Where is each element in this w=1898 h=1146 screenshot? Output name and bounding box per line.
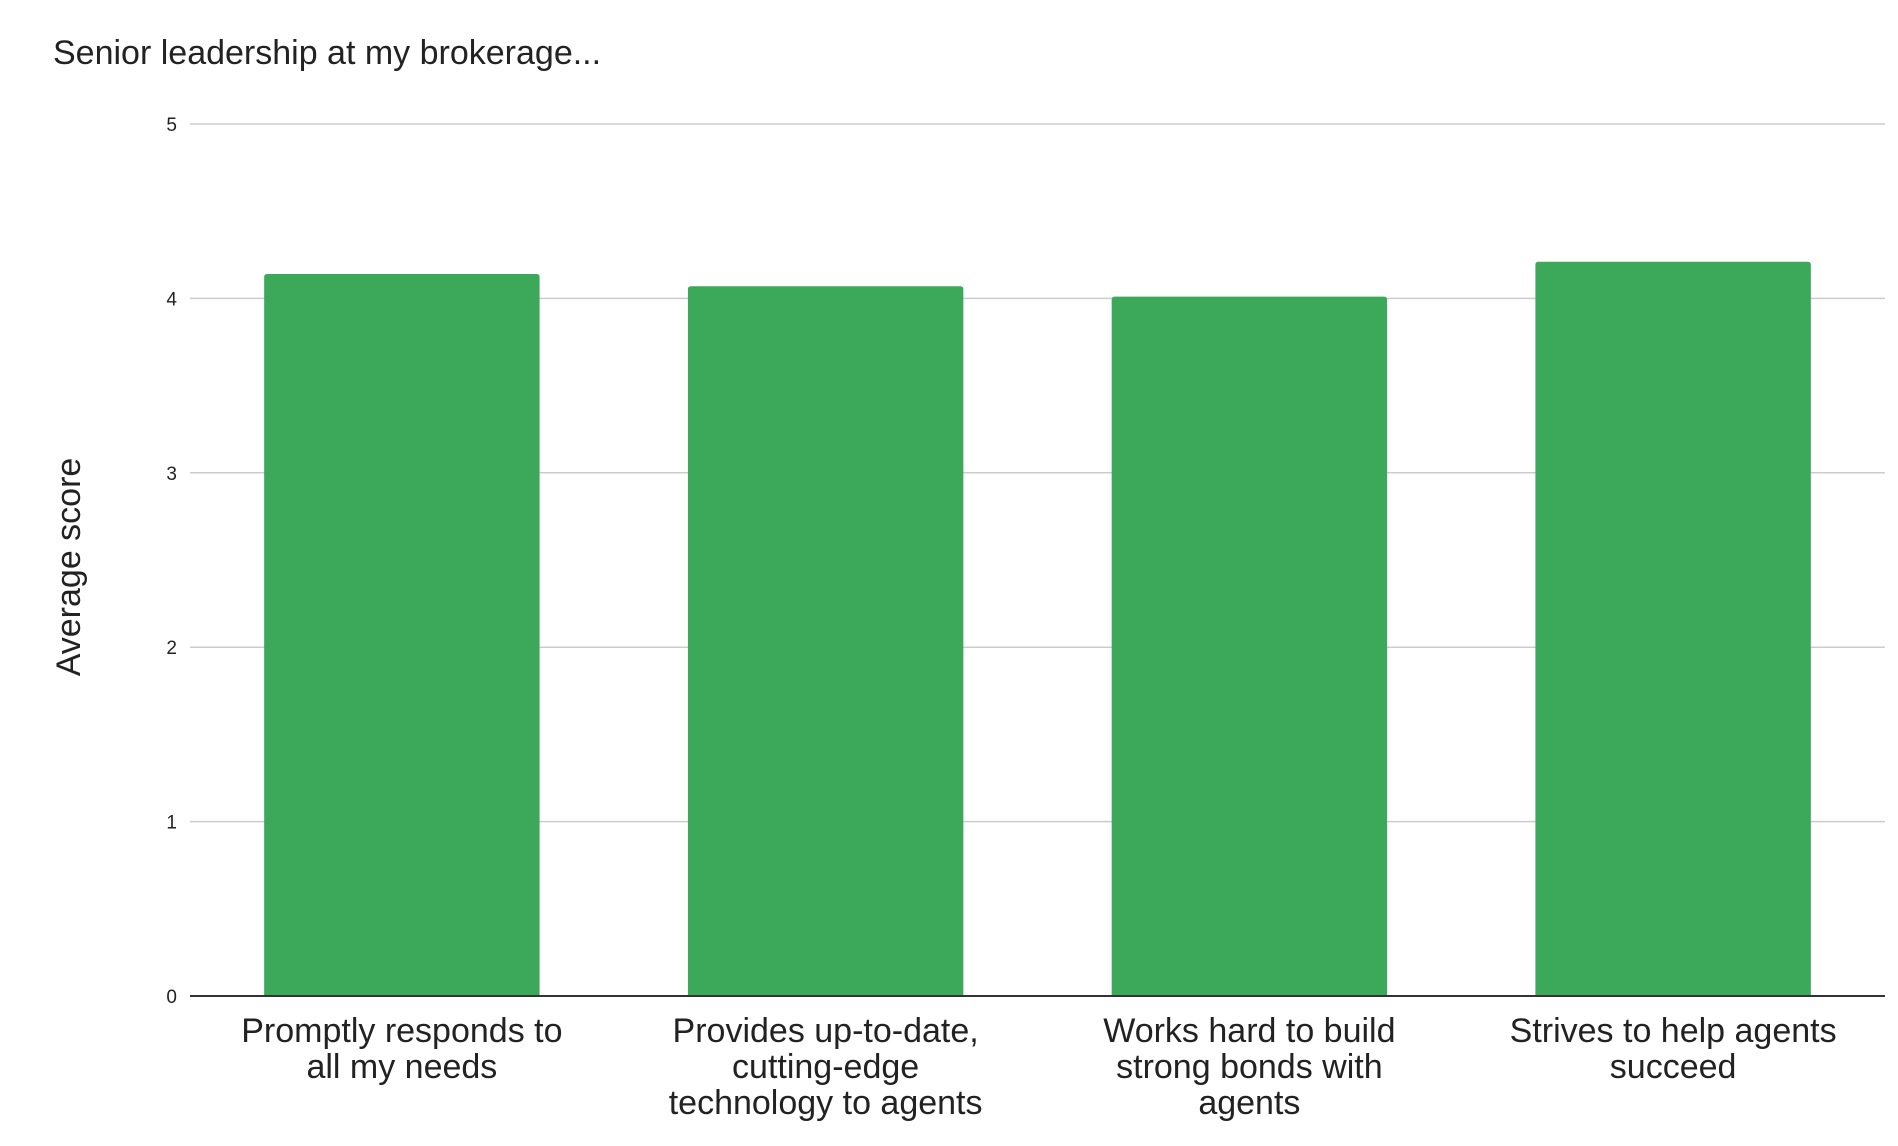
y-tick-label: 4 bbox=[166, 289, 177, 310]
x-category-label: Works hard to build strong bonds with agen… bbox=[1103, 1012, 1395, 1122]
x-category-label: Provides up-to-date, cutting-edge technolo… bbox=[669, 1012, 983, 1122]
bar bbox=[1535, 261, 1811, 996]
x-category-label: Strives to help agents succeed bbox=[1510, 1012, 1837, 1086]
y-tick-label: 1 bbox=[166, 813, 177, 834]
y-tick-label: 3 bbox=[166, 464, 177, 485]
bar bbox=[264, 273, 540, 996]
bar bbox=[687, 286, 964, 996]
y-tick-label: 2 bbox=[166, 638, 177, 659]
chart-title: Senior leadership at my brokerage... bbox=[53, 34, 602, 72]
bar bbox=[1111, 296, 1388, 996]
x-category-label: Promptly responds to all my needs bbox=[241, 1012, 562, 1086]
y-tick-label: 0 bbox=[166, 987, 177, 1008]
y-axis-title: Average score bbox=[50, 458, 88, 677]
y-tick-label: 5 bbox=[166, 115, 177, 136]
